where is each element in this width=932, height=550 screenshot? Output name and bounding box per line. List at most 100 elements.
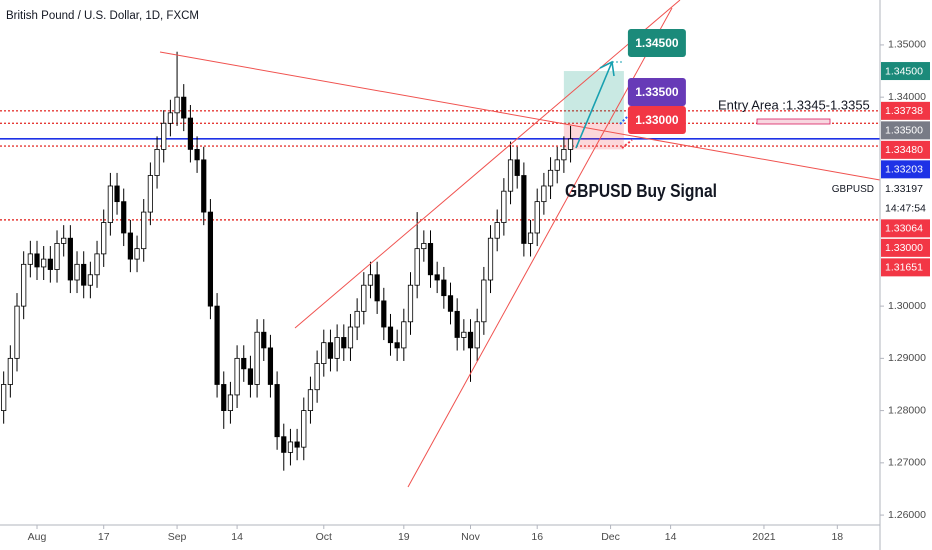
drawings: GBPUSD Buy Signal Entry Area :1.3345-1.3…: [159, 0, 881, 488]
price-label-box: [881, 121, 930, 140]
candle-body: [554, 159, 560, 171]
candle-body: [34, 253, 40, 268]
y-tick-label: 1.35000: [888, 39, 926, 51]
candle-body: [54, 243, 60, 270]
candle-body: [494, 222, 500, 239]
candle-body: [294, 441, 300, 448]
candle-body: [67, 237, 73, 281]
signal-text: GBPUSD Buy Signal: [565, 181, 717, 201]
y-tick-label: 1.26000: [888, 509, 926, 521]
candle-body: [214, 305, 220, 385]
entry-area-box: [756, 118, 831, 125]
x-tick-label: Sep: [168, 531, 187, 543]
candle-body: [127, 232, 133, 260]
axes: 1.35000 1.34000 1.30000 1.29000 1.28000 1.270…: [28, 39, 930, 543]
x-tick-label: 16: [531, 531, 543, 543]
candle-body: [394, 342, 400, 349]
candle-body: [367, 274, 374, 286]
price-label: 1.34500: [885, 65, 923, 77]
series-name: GBPUSD: [832, 184, 874, 195]
candle-body: [47, 258, 53, 270]
candle-body: [341, 337, 347, 349]
levels: [0, 71, 880, 221]
x-tick-label: 17: [98, 531, 110, 543]
candle-body: [181, 96, 187, 119]
candle-body: [274, 384, 280, 438]
price-label-box: [881, 258, 930, 277]
candle-body: [94, 253, 100, 276]
candle-body: [441, 279, 447, 297]
candle-body: [567, 138, 574, 150]
candle-body: [534, 201, 540, 234]
target-badge-label: 1.34500: [635, 36, 679, 50]
price-label: 1.33064: [885, 223, 923, 235]
candle-body: [14, 305, 20, 359]
x-tick-label: 19: [398, 531, 410, 543]
candle-body: [221, 384, 227, 411]
candle-body: [521, 175, 527, 244]
candle-body: [321, 342, 327, 364]
price-label: 1.33738: [885, 105, 923, 117]
price-label-box: [881, 101, 930, 120]
candle-body: [287, 441, 294, 453]
candle-body: [41, 258, 47, 268]
price-label: 1.33480: [885, 144, 923, 156]
x-tick-label: 2021: [752, 531, 776, 543]
candle-body: [167, 112, 173, 124]
candle-body: [194, 149, 200, 161]
candle-body: [201, 159, 207, 213]
stop-badge: [627, 106, 686, 134]
candle-body: [334, 337, 340, 359]
candle-body: [467, 331, 474, 349]
candle-body: [447, 295, 454, 312]
price-label-box: [881, 160, 930, 179]
candle-body: [154, 149, 160, 176]
y-tick-label: 1.29000: [888, 352, 926, 364]
arrow: [575, 61, 613, 149]
candle-body: [254, 331, 260, 385]
stop-badge-label: 1.33000: [635, 113, 679, 127]
candle-body: [7, 357, 13, 385]
candle-body: [21, 263, 27, 307]
candle-body: [147, 175, 153, 213]
x-tick-label: Nov: [461, 531, 480, 543]
candles: [1, 51, 574, 471]
candle-body: [107, 185, 113, 223]
y-tick-label: 1.27000: [888, 457, 926, 469]
candle-body: [74, 263, 80, 281]
candle-body: [327, 342, 334, 359]
x-tick-label: 14: [665, 531, 677, 543]
candle-body: [387, 326, 394, 344]
x-tick-label: 18: [831, 531, 843, 543]
price-label-box: [881, 179, 930, 198]
candle-body: [267, 347, 274, 385]
price-label-box: [881, 219, 930, 238]
candle-body: [101, 222, 107, 255]
candle-body: [487, 237, 494, 281]
chart-title: British Pound / U.S. Dollar, 1D, FXCM: [6, 10, 199, 22]
x-tick-label: Oct: [316, 531, 332, 543]
price-label-box: [881, 238, 930, 257]
candle-body: [374, 274, 380, 302]
y-tick-label: 1.28000: [888, 404, 926, 416]
candle-body: [547, 169, 554, 187]
candle-body: [434, 274, 440, 281]
target-zone: [563, 71, 624, 124]
candle-body: [234, 357, 240, 396]
price-label-box: [881, 62, 930, 81]
candle-body: [241, 357, 247, 370]
candle-body: [261, 331, 267, 349]
candle-body: [541, 185, 547, 203]
candle-body: [514, 159, 520, 176]
candle-body: [227, 394, 234, 411]
candle-body: [561, 149, 567, 161]
candle-body: [501, 190, 507, 223]
candle-body: [361, 284, 367, 312]
candle-body: [421, 243, 427, 250]
trend-line: [294, 0, 681, 329]
candle-body: [347, 326, 354, 349]
candle-body: [27, 253, 33, 265]
candle-body: [474, 321, 480, 349]
